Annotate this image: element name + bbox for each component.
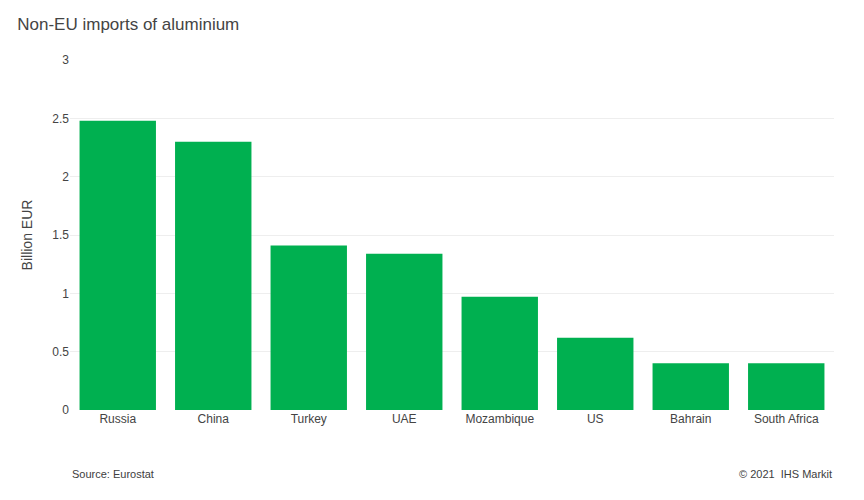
- svg-text:Source: Eurostat: Source: Eurostat: [72, 468, 154, 480]
- svg-text:2.5: 2.5: [52, 112, 69, 126]
- svg-text:© 2021 IHS Markit: © 2021 IHS Markit: [739, 468, 832, 480]
- svg-text:South Africa: South Africa: [754, 412, 819, 426]
- svg-text:UAE: UAE: [392, 412, 417, 426]
- svg-text:0.5: 0.5: [52, 345, 69, 359]
- svg-text:3: 3: [62, 53, 69, 67]
- svg-text:China: China: [198, 412, 230, 426]
- svg-text:Mozambique: Mozambique: [465, 412, 534, 426]
- svg-text:0: 0: [62, 403, 69, 417]
- svg-text:Russia: Russia: [99, 412, 136, 426]
- svg-text:1.5: 1.5: [52, 228, 69, 242]
- svg-text:1: 1: [62, 287, 69, 301]
- svg-text:2: 2: [62, 170, 69, 184]
- svg-text:Turkey: Turkey: [291, 412, 327, 426]
- svg-text:Billion EUR: Billion EUR: [19, 200, 35, 271]
- svg-text:Non-EU imports of aluminium: Non-EU imports of aluminium: [17, 15, 239, 34]
- svg-text:Bahrain: Bahrain: [670, 412, 711, 426]
- svg-text:US: US: [587, 412, 604, 426]
